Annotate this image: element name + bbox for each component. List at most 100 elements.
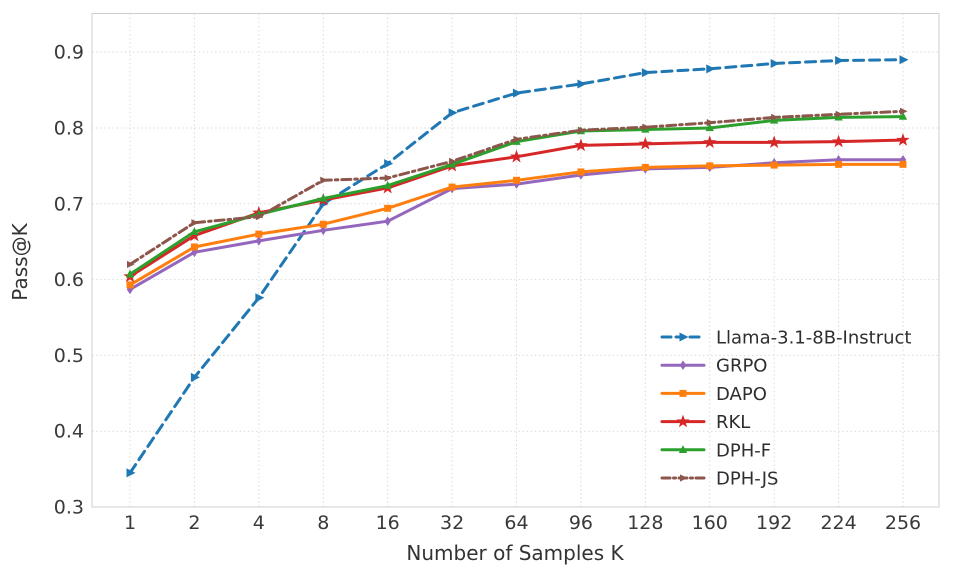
data-point-marker	[384, 216, 391, 227]
data-point-marker	[125, 269, 135, 278]
data-point-marker	[679, 360, 687, 370]
data-point-marker	[383, 180, 392, 189]
data-point-marker	[641, 163, 649, 171]
data-point-marker	[896, 133, 910, 146]
data-point-marker	[835, 110, 844, 118]
data-point-marker	[126, 284, 134, 295]
series-GRPO	[126, 155, 907, 295]
legend-label: DAPO	[716, 384, 767, 405]
x-tick-label: 256	[885, 512, 921, 534]
x-tick-label: 16	[376, 512, 400, 534]
y-tick-label: 0.7	[54, 193, 84, 215]
data-point-marker	[899, 55, 909, 65]
data-point-marker	[574, 138, 588, 152]
plot-frame	[91, 13, 940, 508]
x-tick-label: 2	[188, 512, 200, 534]
series-lines	[123, 55, 910, 478]
legend: Llama-3.1-8B-Instruct GRPO DAPO RKL DPH-F DPH…	[660, 328, 911, 490]
legend-label: Llama-3.1-8B-Instruct	[716, 328, 911, 349]
data-point-marker	[642, 123, 650, 131]
data-point-marker	[126, 281, 134, 289]
data-point-marker	[320, 225, 327, 236]
x-tick-label: 4	[253, 512, 265, 534]
x-tick-label: 32	[440, 512, 464, 534]
data-point-marker	[319, 193, 328, 202]
data-point-marker	[447, 159, 457, 168]
data-point-marker	[513, 88, 522, 98]
legend-item-GRPO: GRPO	[660, 356, 767, 377]
data-point-marker	[191, 219, 199, 227]
y-tick-label: 0.3	[54, 497, 84, 519]
data-point-marker	[384, 174, 393, 182]
data-point-marker	[320, 176, 328, 184]
data-point-marker	[190, 372, 200, 382]
data-point-marker	[319, 220, 327, 228]
data-point-marker	[190, 243, 198, 251]
data-point-marker	[679, 332, 689, 342]
data-point-marker	[190, 227, 199, 236]
x-tick-label: 128	[627, 512, 663, 534]
data-point-marker	[706, 119, 715, 127]
legend-item-DPH-F: DPH-F	[660, 440, 771, 461]
data-point-marker	[769, 115, 779, 124]
data-point-marker	[641, 68, 651, 78]
data-point-marker	[900, 107, 908, 115]
series-DAPO	[126, 160, 907, 289]
y-tick-label: 0.8	[54, 117, 84, 139]
legend-label: DPH-F	[716, 440, 771, 461]
data-point-marker	[384, 204, 392, 212]
data-point-marker	[127, 260, 135, 269]
x-tick-label: 160	[692, 512, 728, 534]
legend-item-DAPO: DAPO	[660, 384, 767, 405]
series-line	[128, 58, 905, 475]
x-tick-label: 224	[820, 512, 856, 534]
legend-item-DPH-JS: DPH-JS	[660, 469, 778, 490]
legend-label: RKL	[716, 412, 750, 433]
data-point-marker	[834, 112, 843, 121]
data-point-marker	[384, 159, 394, 169]
data-point-marker	[577, 79, 587, 89]
data-point-marker	[678, 445, 688, 453]
data-point-marker	[509, 149, 524, 163]
data-point-marker	[513, 135, 521, 143]
legend-item-Llama-3.1-8B-Instruct: Llama-3.1-8B-Instruct	[660, 328, 911, 349]
data-point-marker	[767, 135, 781, 149]
x-tick-label: 8	[317, 512, 329, 534]
data-point-marker	[255, 213, 264, 221]
x-tick-label: 64	[504, 512, 528, 534]
legend-label: DPH-JS	[716, 469, 778, 490]
data-point-marker	[831, 134, 846, 148]
data-point-marker	[255, 293, 265, 303]
x-tick-label: 1	[124, 512, 136, 534]
data-point-marker	[705, 123, 714, 132]
x-axis-label: Number of Samples K	[406, 541, 624, 565]
x-tick-label: 192	[756, 512, 792, 534]
legend-label: GRPO	[716, 356, 767, 377]
data-point-marker	[449, 157, 457, 165]
data-point-marker	[638, 136, 652, 150]
y-tick-label: 0.6	[54, 269, 84, 291]
y-axis-label: Pass@K	[8, 222, 32, 300]
data-point-marker	[679, 389, 687, 397]
gridlines	[92, 13, 939, 508]
data-point-marker	[680, 474, 688, 482]
data-point-marker	[448, 183, 456, 191]
data-point-marker	[706, 162, 714, 170]
data-point-marker	[898, 111, 908, 120]
series-DPH-JS	[127, 107, 908, 269]
data-point-marker	[513, 176, 520, 184]
data-point-marker	[577, 126, 586, 134]
legend-item-RKL: RKL	[660, 412, 750, 433]
data-point-marker	[770, 161, 778, 169]
data-point-marker	[676, 414, 690, 428]
x-tick-label: 96	[569, 512, 593, 534]
y-tick-label: 0.9	[54, 42, 84, 64]
data-point-marker	[255, 230, 263, 238]
data-point-marker	[771, 113, 779, 121]
data-point-marker	[255, 236, 263, 246]
data-point-marker	[126, 468, 136, 478]
data-point-marker	[835, 160, 843, 168]
x-tick-labels: 1 2 4 8 16 32 64 96 128 160 192 224 256	[124, 512, 921, 534]
